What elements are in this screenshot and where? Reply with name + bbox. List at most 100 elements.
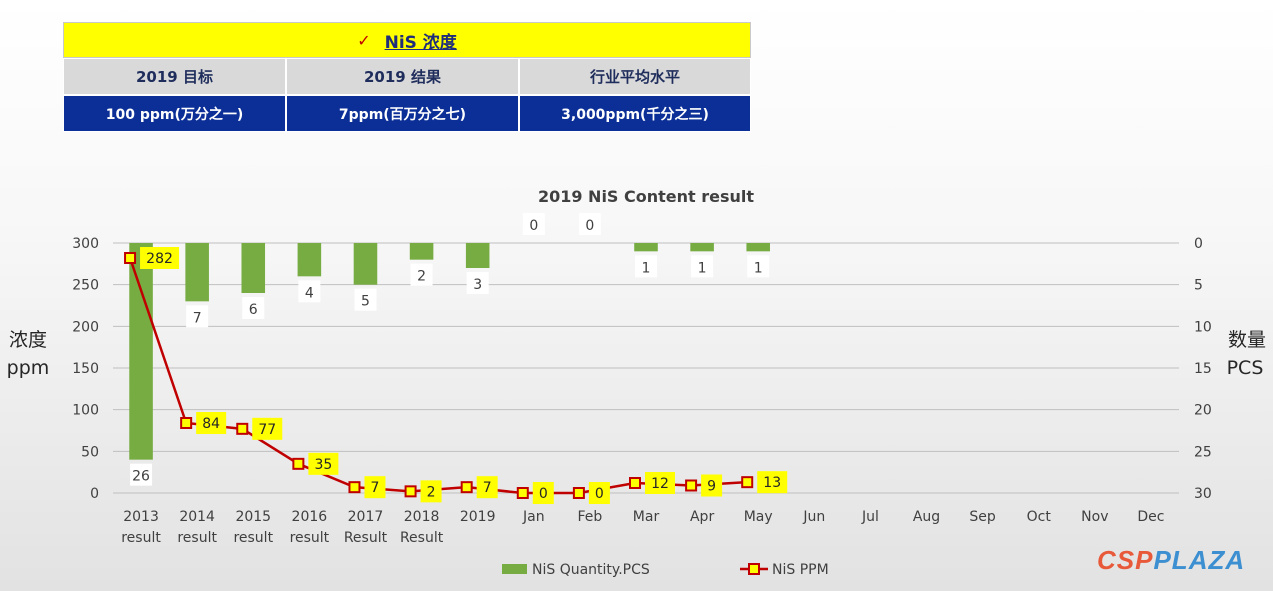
bar-data-label: 3	[473, 277, 482, 293]
x-tick-label: result	[290, 530, 330, 546]
bar-quantity	[746, 243, 770, 252]
line-point-marker	[516, 487, 529, 499]
x-tick-label: 2018	[404, 509, 440, 525]
line-data-label-bg	[252, 417, 283, 440]
bar-quantity	[353, 243, 378, 285]
x-tick-label: Nov	[1081, 509, 1108, 525]
series-line-nis-ppm	[128, 257, 748, 495]
line-data-label-bg	[140, 247, 180, 269]
bar-data-label-bg	[522, 213, 545, 235]
line-data-label: 7	[483, 480, 492, 496]
table-title-bar: ✓ NiS 浓度	[63, 22, 751, 58]
x-tick-label: 2013	[123, 509, 159, 525]
header-result: 2019 结果	[286, 58, 519, 95]
y-right-tick-label: 0	[1194, 236, 1203, 252]
chart-title: 2019 NiS Content result	[538, 187, 754, 206]
y-right-tick-label: 15	[1194, 361, 1212, 377]
x-tick-label: Apr	[690, 509, 714, 525]
bar-quantity	[634, 243, 658, 252]
logo-part2: PLAZA	[1153, 545, 1246, 575]
line-point-marker	[180, 417, 193, 429]
x-tick-label: May	[744, 509, 773, 525]
bar-quantity	[185, 243, 209, 302]
x-tick-label: 2014	[179, 509, 215, 525]
y-left-tick-label: 150	[72, 361, 99, 377]
bar-data-label: 1	[754, 260, 763, 276]
line-data-label: 0	[595, 486, 604, 502]
bar-data-label-bg	[130, 463, 153, 486]
y-left-tick-label: 0	[90, 486, 99, 502]
line-data-label-bg	[196, 412, 227, 434]
bar-quantity	[409, 243, 434, 260]
legend-label-quantity: NiS Quantity.PCS	[532, 562, 650, 578]
line-point-marker	[404, 485, 417, 498]
bar-data-label-bg	[691, 255, 714, 278]
logo-part1: CSP	[1097, 545, 1154, 575]
legend-label-ppm: NiS PPM	[772, 562, 829, 578]
bar-data-label: 1	[698, 260, 707, 276]
y-left-tick-label: 250	[72, 278, 99, 294]
line-point-marker	[124, 252, 137, 264]
bar-quantity	[129, 243, 153, 460]
legend-swatch-quantity	[502, 564, 527, 574]
x-tick-label: Oct	[1027, 509, 1052, 525]
x-tick-label: Feb	[577, 509, 602, 525]
y-left-tick-label: 50	[81, 444, 99, 460]
x-tick-label: Result	[344, 530, 388, 546]
line-data-label-bg	[420, 480, 442, 503]
line-data-label: 2	[427, 484, 436, 500]
line-data-label-bg	[532, 482, 554, 504]
line-point-marker	[685, 479, 698, 492]
bar-data-label-bg	[747, 255, 770, 278]
line-data-label-bg	[701, 474, 723, 497]
y-left-tick-label: 300	[72, 236, 99, 252]
bar-data-label: 6	[249, 302, 258, 318]
x-tick-label: Result	[400, 530, 444, 546]
x-tick-label: result	[233, 530, 273, 546]
line-data-label-bg	[476, 476, 498, 499]
y-right-axis-unit: PCS	[1227, 357, 1264, 379]
bar-data-label: 1	[642, 260, 651, 276]
line-data-label: 13	[763, 475, 781, 491]
bar-data-label: 26	[132, 469, 150, 485]
y-left-tick-label: 100	[72, 403, 99, 419]
line-data-label: 84	[202, 416, 220, 432]
x-tick-label: result	[177, 530, 217, 546]
table-header-row: 2019 目标 2019 结果 行业平均水平	[63, 58, 751, 95]
line-data-label: 282	[146, 251, 173, 267]
y-right-tick-label: 20	[1194, 403, 1212, 419]
line-point-marker	[348, 481, 361, 494]
bar-data-label: 0	[585, 218, 594, 234]
value-result: 7ppm(百万分之七)	[286, 95, 519, 132]
x-tick-label: Dec	[1137, 509, 1164, 525]
line-point-marker	[292, 457, 305, 470]
bar-data-label-bg	[242, 297, 265, 319]
header-target: 2019 目标	[63, 58, 286, 95]
y-left-axis-label: 浓度	[9, 329, 47, 351]
bar-data-label-bg	[635, 255, 657, 278]
value-target: 100 ppm(万分之一)	[63, 95, 286, 132]
bar-data-label-bg	[578, 213, 601, 235]
line-point-marker	[460, 481, 473, 494]
y-right-axis-label: 数量	[1228, 329, 1266, 351]
line-data-label: 12	[651, 476, 669, 492]
x-tick-label: Jun	[802, 509, 825, 525]
line-data-label-bg	[364, 476, 386, 499]
bar-data-label: 0	[529, 218, 538, 234]
x-tick-label: Jan	[522, 509, 545, 525]
line-data-label-bg	[588, 482, 610, 504]
bar-quantity	[297, 243, 322, 277]
x-tick-label: Mar	[633, 509, 660, 525]
bar-data-label: 2	[417, 269, 426, 285]
table-title: NiS 浓度	[384, 32, 457, 53]
line-data-label-bg	[645, 472, 675, 494]
x-tick-label: 2017	[348, 509, 384, 525]
header-industry-average: 行业平均水平	[519, 58, 751, 95]
value-industry-average: 3,000ppm(千分之三)	[519, 95, 751, 132]
line-data-label-bg	[308, 452, 339, 475]
x-tick-label: result	[121, 530, 161, 546]
nis-summary-table: ✓ NiS 浓度 2019 目标 2019 结果 行业平均水平 100 ppm(…	[63, 22, 751, 132]
y-left-axis-unit: ppm	[7, 357, 50, 379]
legend-marker-ppm	[748, 563, 760, 575]
